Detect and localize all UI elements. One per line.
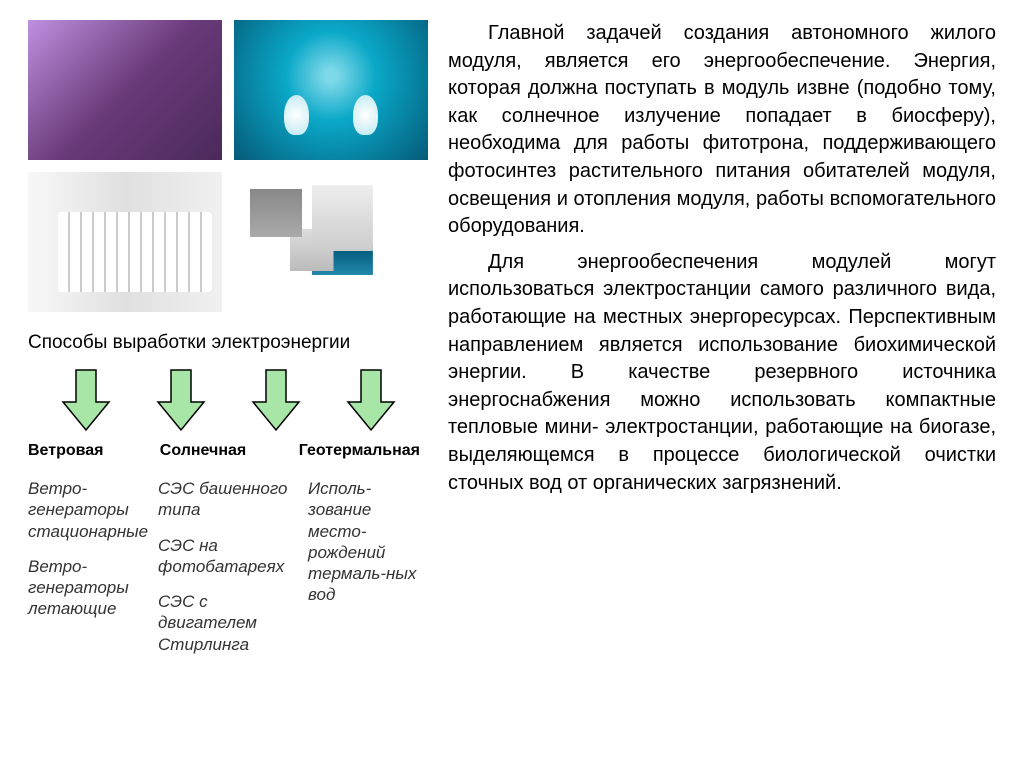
image-phytotron [28,20,222,160]
method-headers: Ветровая Солнечная Геотермальная [28,442,428,460]
wind-column: Ветро-генераторы стационарные Ветро-гене… [28,478,148,669]
paragraph-1: Главной задачей создания автономного жил… [448,20,996,241]
header-solar: Солнечная [160,442,246,459]
arrow-icon [346,368,396,432]
header-geo: Геотермальная [299,442,420,459]
header-wind: Ветровая [28,442,103,459]
left-column: Способы выработки электроэнергии Ветрова… [28,20,428,747]
method-item: СЭС с двигателем Стирлинга [158,591,298,655]
arrow-icon [251,368,301,432]
methods-columns: Ветро-генераторы стационарные Ветро-гене… [28,478,428,669]
methods-subtitle: Способы выработки электроэнергии [28,332,428,354]
image-grid [28,20,428,312]
image-lightbulbs [234,20,428,160]
method-item: Ветро-генераторы стационарные [28,478,148,542]
method-item: СЭС на фотобатареях [158,535,298,578]
method-item: Ветро-генераторы летающие [28,556,148,620]
arrow-icon [61,368,111,432]
image-radiator [28,172,222,312]
method-item: Исполь-зование место-рождений термаль-ны… [308,478,428,606]
arrow-row [28,368,428,432]
solar-column: СЭС башенного типа СЭС на фотобатареях С… [158,478,298,669]
arrow-icon [156,368,206,432]
paragraph-2: Для энергообеспечения модулей могут испо… [448,249,996,497]
method-item: СЭС башенного типа [158,478,298,521]
right-column: Главной задачей создания автономного жил… [448,20,996,747]
geo-column: Исполь-зование место-рождений термаль-ны… [308,478,428,669]
image-appliances [234,172,428,312]
